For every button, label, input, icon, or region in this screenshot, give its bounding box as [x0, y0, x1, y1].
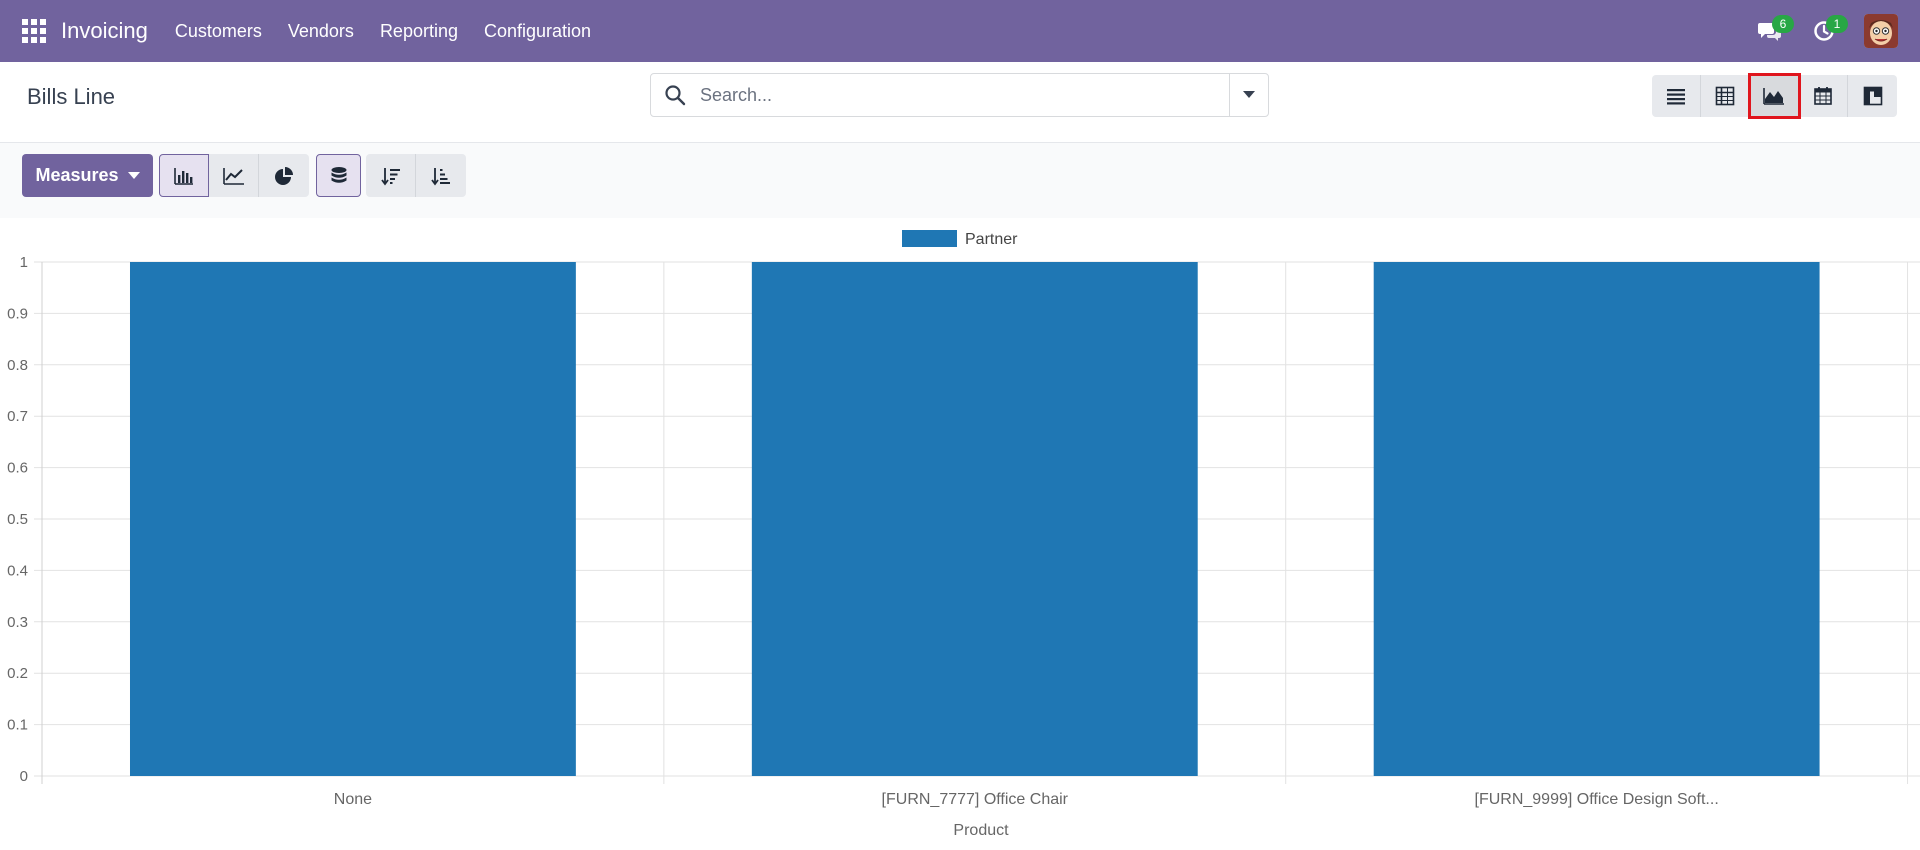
stacked-group: [316, 154, 361, 197]
legend-label: Partner: [965, 231, 1018, 248]
avatar-image-icon: [1864, 14, 1898, 48]
legend-swatch: [902, 230, 957, 247]
sort-ascending-button[interactable]: [416, 154, 466, 197]
search-bar: [650, 73, 1269, 117]
messages-badge: 6: [1772, 15, 1794, 33]
kanban-icon: [1863, 86, 1882, 106]
messages-button[interactable]: 6: [1750, 11, 1794, 51]
bar-chart[interactable]: 0 0.1 0.2 0.3 0.4 0.5 0.6 0.7 0.8 0.9 1 None [FURN_…: [0, 218, 1920, 845]
chart-type-group: [159, 154, 309, 197]
y-tick-label: 0.2: [7, 665, 28, 682]
y-tick-label: 0.1: [7, 717, 28, 734]
y-tick-label: 0: [20, 768, 28, 785]
menu-vendors[interactable]: Vendors: [287, 20, 354, 41]
view-graph-button[interactable]: [1748, 73, 1801, 119]
systray: 6 1: [1736, 0, 1898, 62]
search-icon: [665, 85, 686, 106]
caret-down-icon: [1243, 91, 1255, 98]
app-name[interactable]: Invoicing: [61, 18, 148, 43]
y-tick-label: 1: [20, 254, 28, 271]
view-list-button[interactable]: [1652, 75, 1701, 117]
sort-descending-button[interactable]: [366, 154, 416, 197]
y-tick-label: 0.7: [7, 408, 28, 425]
bar-chart-button[interactable]: [159, 154, 209, 197]
view-kanban-button[interactable]: [1848, 75, 1897, 117]
chart-bar[interactable]: [129, 262, 576, 776]
activities-badge: 1: [1826, 15, 1848, 33]
search-options-toggle[interactable]: [1229, 74, 1268, 116]
calendar-icon: [1814, 87, 1832, 105]
top-navbar: Invoicing Customers Vendors Reporting Co…: [0, 0, 1920, 62]
view-pivot-button[interactable]: [1701, 75, 1750, 117]
menu-reporting[interactable]: Reporting: [379, 20, 458, 41]
y-tick-label: 0.5: [7, 511, 28, 528]
x-axis-title: Product: [953, 822, 1009, 839]
pie-chart-button[interactable]: [259, 154, 309, 197]
sort-group: [366, 154, 466, 197]
y-axis-ticks: 0 0.1 0.2 0.3 0.4 0.5 0.6 0.7 0.8 0.9 1: [7, 254, 28, 785]
stacked-icon: [331, 166, 346, 183]
view-calendar-button[interactable]: [1799, 75, 1848, 117]
y-tick-label: 0.8: [7, 357, 28, 374]
y-tick-label: 0.6: [7, 460, 28, 477]
stacked-button[interactable]: [316, 154, 361, 197]
chart-bar[interactable]: [751, 262, 1198, 776]
graph-area: 0 0.1 0.2 0.3 0.4 0.5 0.6 0.7 0.8 0.9 1 None [FURN_…: [0, 218, 1920, 845]
user-avatar[interactable]: [1864, 14, 1898, 48]
line-chart-button[interactable]: [209, 154, 259, 197]
graph-icon: [1763, 88, 1784, 105]
line-chart-icon: [222, 167, 244, 185]
x-tick-label: [FURN_7777] Office Chair: [882, 791, 1069, 808]
y-tick-label: 0.9: [7, 305, 28, 322]
view-switcher: [1652, 73, 1897, 119]
y-tick-label: 0.4: [7, 562, 28, 579]
x-axis-ticks: None [FURN_7777] Office Chair [FURN_9999] …: [334, 791, 1719, 808]
x-tick-label: None: [334, 791, 372, 808]
measures-dropdown[interactable]: Measures: [22, 154, 153, 197]
measures-label: Measures: [35, 165, 119, 185]
y-tick-label: 0.3: [7, 614, 28, 631]
control-panel: Bills Line: [0, 62, 1920, 143]
page-title: Bills Line: [27, 84, 116, 109]
menu-customers[interactable]: Customers: [174, 20, 262, 41]
caret-down-icon: [127, 172, 140, 179]
activities-button[interactable]: 1: [1804, 11, 1848, 51]
menu-configuration[interactable]: Configuration: [483, 20, 592, 41]
search-input[interactable]: [698, 83, 1229, 107]
graph-toolbar: Measures: [0, 143, 1920, 218]
pivot-icon: [1715, 86, 1735, 106]
chart-bar[interactable]: [1373, 262, 1820, 776]
sort-ascending-icon: [431, 167, 450, 185]
pie-chart-icon: [275, 166, 293, 185]
x-tick-label: [FURN_9999] Office Design Soft...: [1475, 791, 1719, 808]
sort-descending-icon: [380, 167, 400, 185]
list-icon: [1667, 89, 1685, 105]
chart-legend[interactable]: Partner: [902, 230, 1018, 248]
chart-bars: [129, 262, 1820, 776]
bar-chart-icon: [174, 167, 193, 185]
apps-menu-icon[interactable]: [22, 19, 46, 43]
